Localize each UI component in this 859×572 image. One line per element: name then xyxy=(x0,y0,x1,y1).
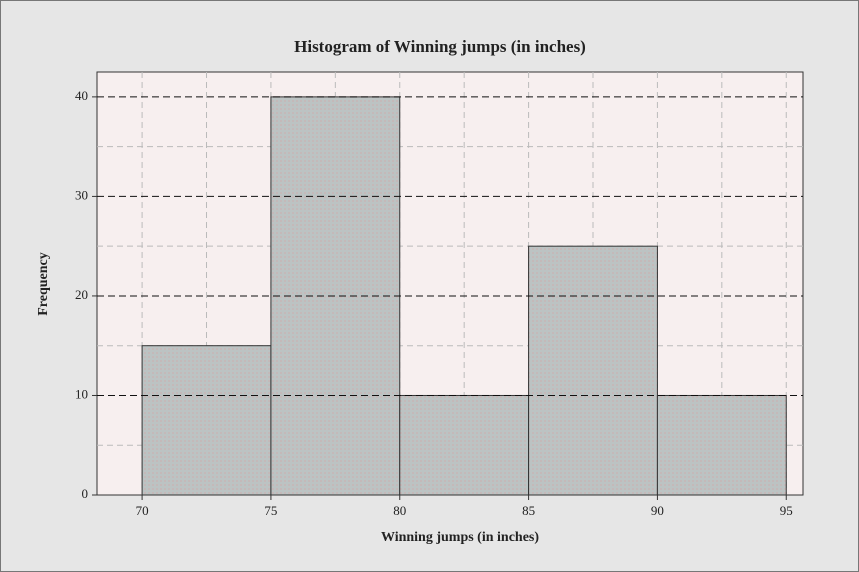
bar xyxy=(528,245,658,496)
x-tick-label: 90 xyxy=(651,503,664,518)
x-tick-label: 80 xyxy=(393,503,406,518)
x-axis-label: Winning jumps (in inches) xyxy=(381,530,539,545)
x-tick-label: 75 xyxy=(264,503,277,518)
y-tick-label: 20 xyxy=(75,287,88,302)
x-tick-label: 70 xyxy=(136,503,149,518)
y-tick-label: 30 xyxy=(75,187,88,202)
bar xyxy=(141,345,272,496)
bar xyxy=(399,394,530,496)
y-tick-label: 0 xyxy=(82,486,89,501)
x-tick-label: 85 xyxy=(522,503,535,518)
x-tick-label: 95 xyxy=(780,503,793,518)
chart-title: Histogram of Winning jumps (in inches) xyxy=(294,37,586,56)
bar xyxy=(656,394,787,496)
y-tick-label: 40 xyxy=(75,88,88,103)
y-axis-label: Frequency xyxy=(36,252,51,316)
y-tick-label: 10 xyxy=(75,386,88,401)
